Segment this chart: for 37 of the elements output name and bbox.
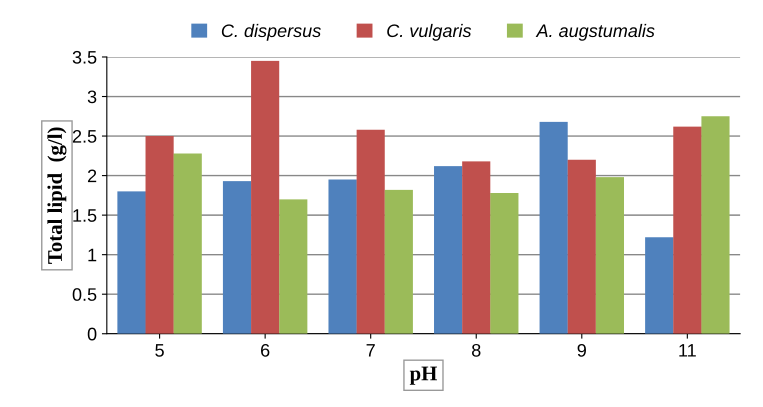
y-tick-label: 0.5 [72, 288, 96, 301]
x-tick-label: 8 [472, 344, 480, 357]
y-tick-label: 0 [88, 328, 96, 340]
bar [174, 153, 202, 334]
x-tick-label: 9 [578, 344, 586, 357]
y-tick-label: 3 [88, 90, 96, 104]
bar [328, 180, 357, 334]
y-tick-label: 2.5 [72, 130, 96, 143]
bar [462, 161, 490, 334]
x-tick-label: 11 [679, 344, 696, 357]
bar [356, 130, 385, 334]
bar [222, 181, 252, 334]
y-tick-label: 3.5 [72, 50, 96, 64]
bar [540, 122, 568, 334]
bar [279, 199, 308, 334]
x-tick-label: 7 [366, 344, 375, 357]
bar [146, 136, 174, 334]
x-tick-label: 5 [155, 344, 164, 357]
legend-label: A. augstumalis [536, 24, 655, 41]
legend-label: C. vulgaris [387, 24, 472, 41]
bar [251, 60, 280, 334]
legend-label: C. dispersus [222, 24, 321, 41]
bar [701, 116, 730, 334]
y-tick-label: 1 [88, 248, 96, 262]
bar [117, 191, 146, 334]
bar [673, 126, 702, 334]
bar [490, 192, 518, 334]
x-axis-title: pH [410, 366, 438, 385]
bar [596, 177, 624, 334]
bar [384, 190, 413, 334]
bar [434, 166, 462, 334]
y-tick-label: 2 [88, 170, 96, 182]
bar [568, 160, 596, 334]
bar [645, 237, 674, 334]
x-tick-label: 6 [261, 344, 270, 357]
y-tick-label: 1.5 [73, 209, 96, 222]
y-axis-title: Total lipid (g/l) [47, 127, 66, 264]
